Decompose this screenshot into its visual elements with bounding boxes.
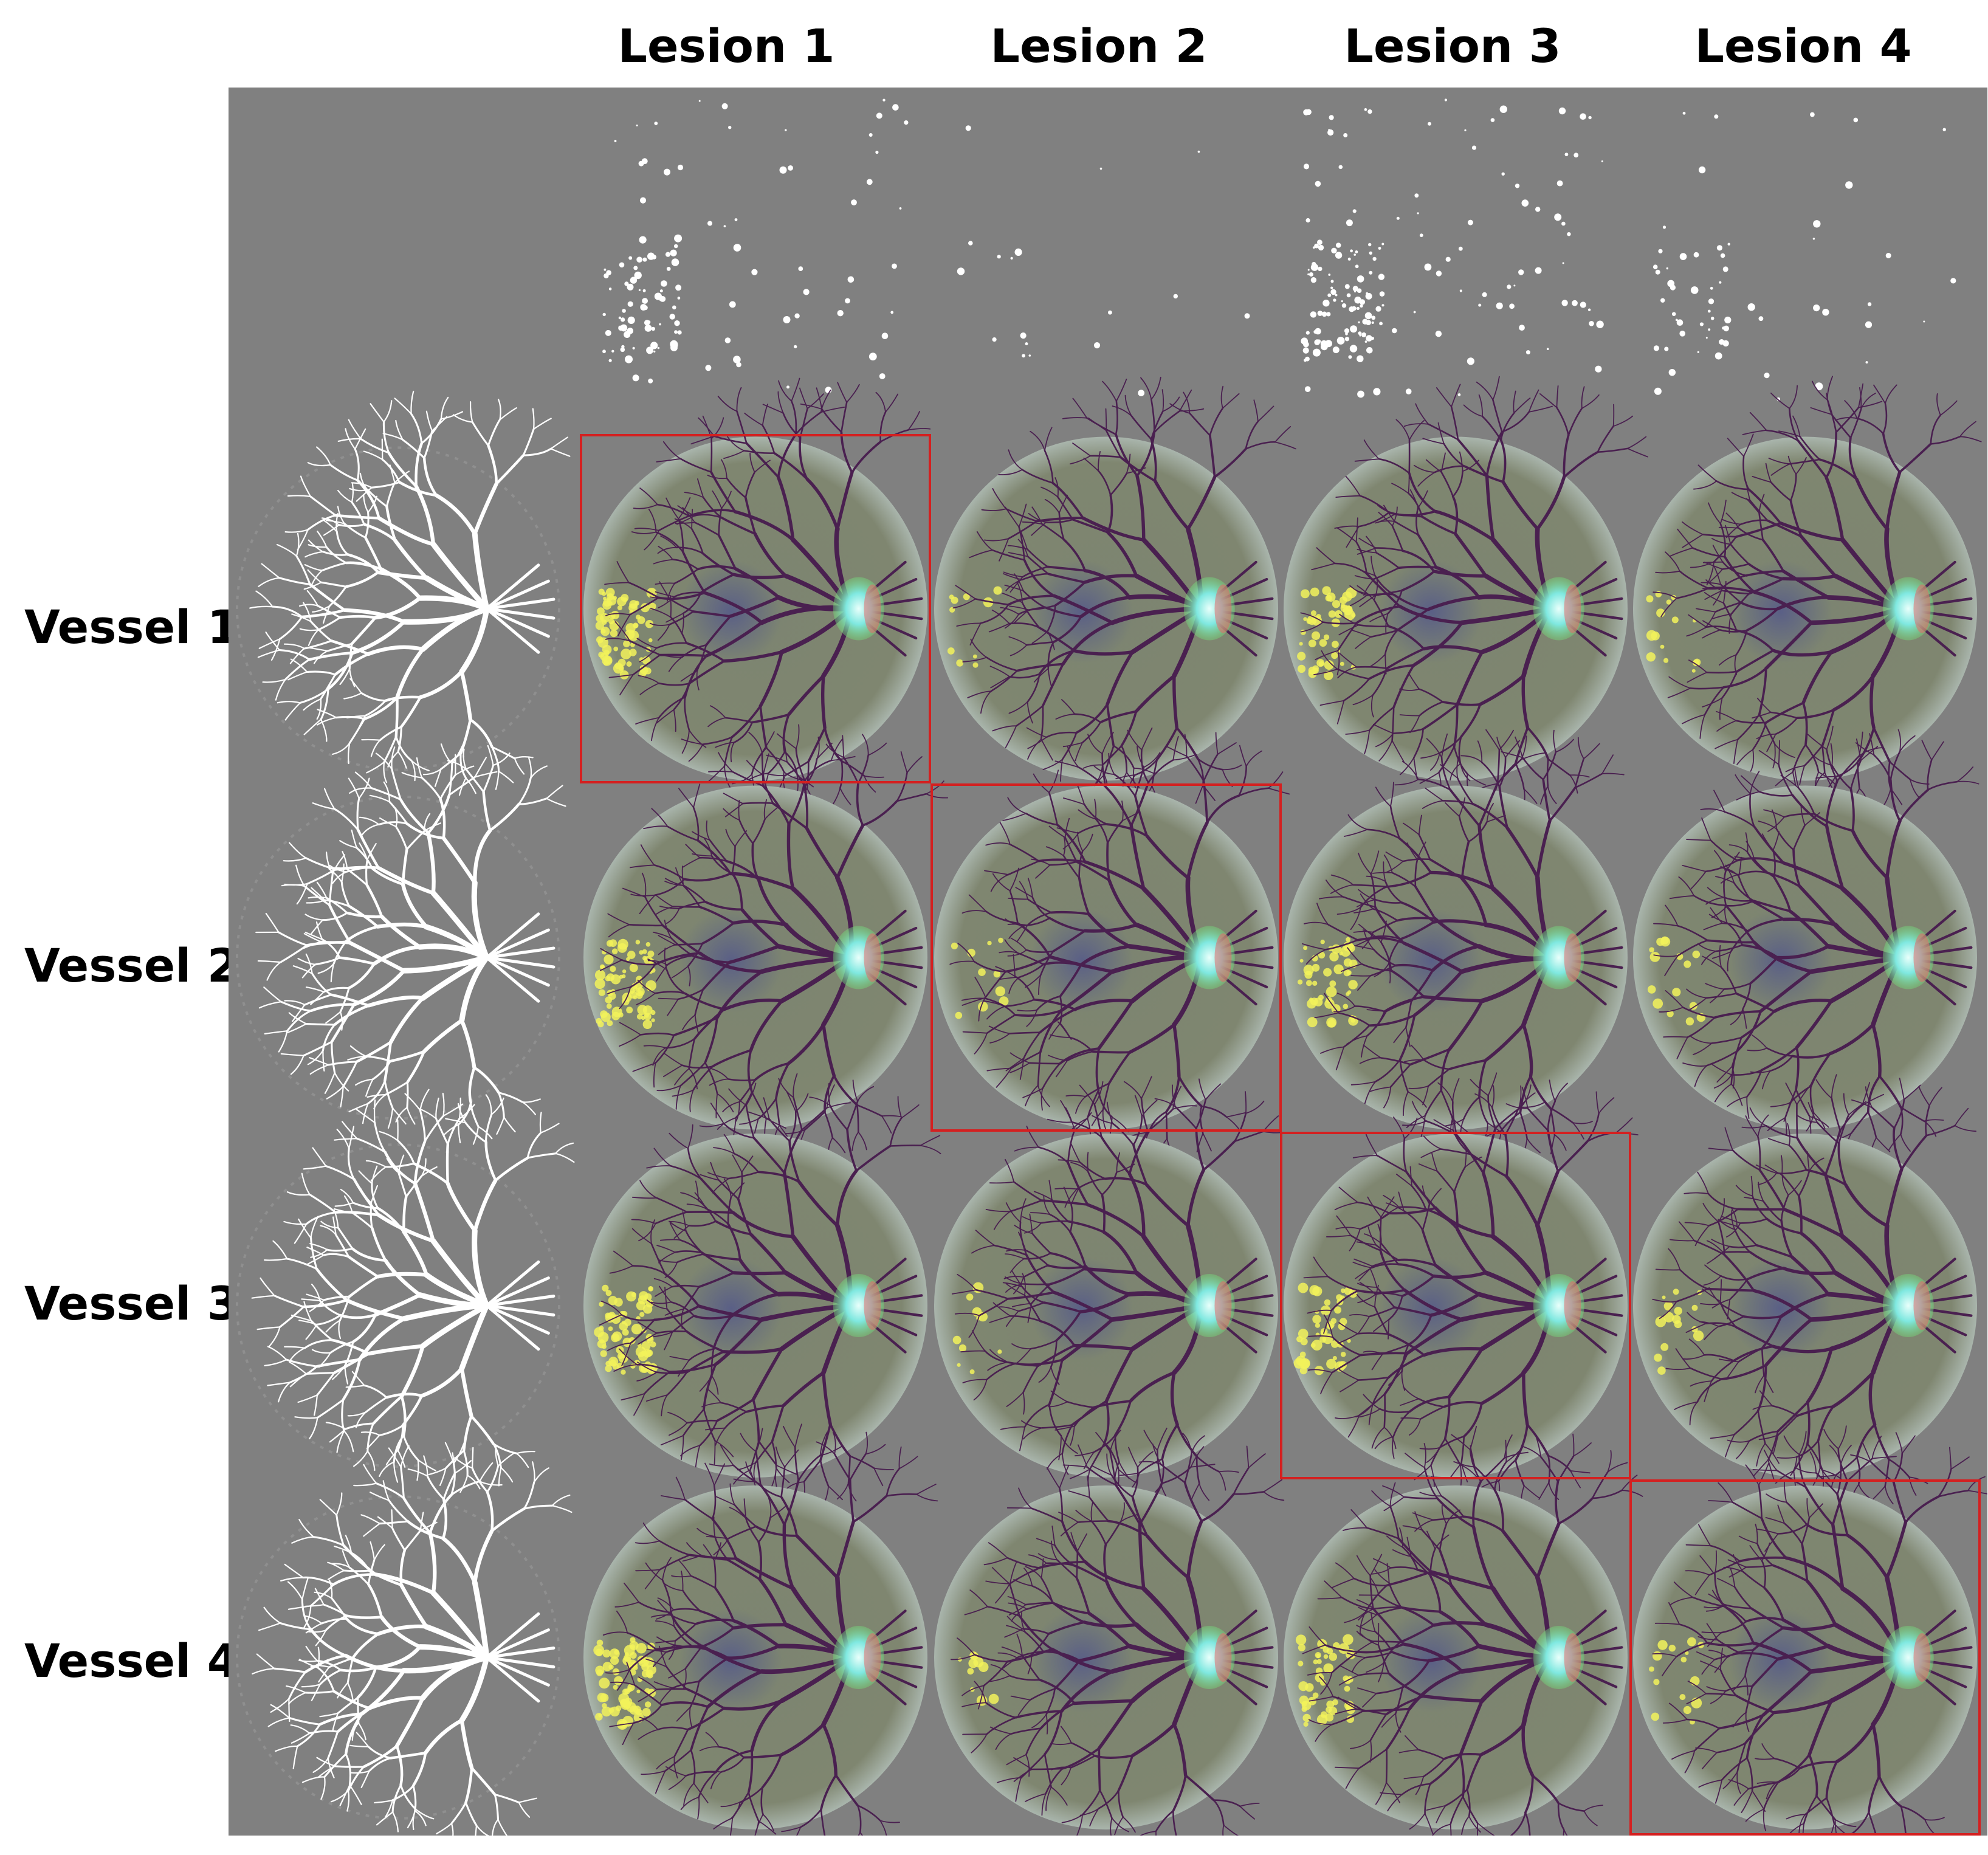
vessel-segmentation-map [236, 743, 566, 1145]
column-label-lesion-4: Lesion 4 [1694, 19, 1912, 73]
generated-fundus-image [1284, 1426, 1643, 1836]
vessel-segmentation-map [236, 1442, 573, 1836]
lesion-segmentation-map [957, 125, 1250, 396]
generated-fundus-image [1633, 1074, 1977, 1505]
column-label-lesion-3: Lesion 3 [1344, 19, 1561, 73]
generated-fundus-image [1633, 1425, 1987, 1836]
row-label-vessel-3: Vessel 3 [24, 1276, 239, 1330]
lesion-segmentation-map [1653, 111, 1956, 401]
column-label-lesion-2: Lesion 2 [990, 19, 1208, 73]
vessel-segmentation-map [236, 390, 571, 796]
generated-fundus-image [1284, 376, 1648, 809]
generated-fundus-image [583, 377, 931, 807]
highlight-border [1629, 1479, 1981, 1836]
generated-fundus-image [1633, 726, 1979, 1157]
lesion-segmentation-map [1301, 98, 1604, 398]
image-grid-panel [229, 88, 1987, 1836]
generated-fundus-image [934, 727, 1290, 1157]
row-label-vessel-1: Vessel 1 [24, 600, 239, 654]
image-grid-svg [236, 98, 1987, 1836]
generated-fundus-image [583, 724, 949, 1157]
generated-fundus-image [1284, 729, 1628, 1158]
generated-fundus-image [583, 1073, 941, 1506]
generated-fundus-image [1633, 376, 1982, 807]
row-label-vessel-4: Vessel 4 [24, 1634, 239, 1688]
highlight-border [580, 434, 931, 783]
vessel-segmentation-map [236, 1089, 575, 1493]
generated-fundus-image [934, 1427, 1285, 1836]
column-label-lesion-1: Lesion 1 [617, 19, 835, 73]
row-label-vessel-2: Vessel 2 [24, 938, 239, 993]
highlight-border [930, 783, 1282, 1132]
generated-fundus-image [934, 1076, 1285, 1504]
lesion-segmentation-map [602, 98, 909, 393]
generated-fundus-image [934, 376, 1296, 805]
generated-fundus-image [1284, 1072, 1639, 1506]
highlight-border [1280, 1132, 1631, 1479]
generated-fundus-image [583, 1423, 938, 1836]
